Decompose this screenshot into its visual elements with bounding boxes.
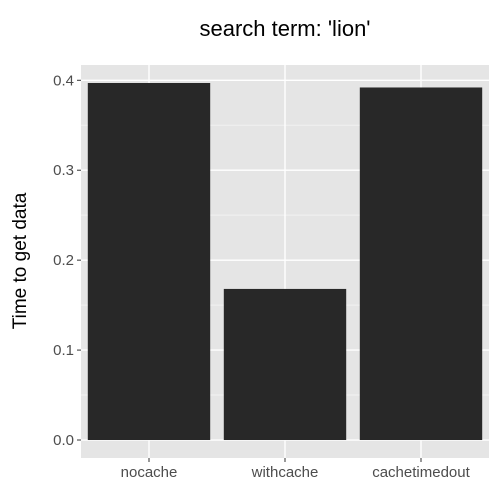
- y-tick-label: 0.2: [53, 252, 74, 269]
- y-tick-label: 0.1: [53, 342, 74, 359]
- x-tick-label-withcache: withcache: [251, 464, 319, 481]
- chart-title: search term: 'lion': [199, 16, 370, 41]
- y-tick-label: 0.0: [53, 432, 74, 449]
- x-axis-ticks: nocache withcache cachetimedout: [121, 458, 471, 481]
- bar-withcache: [223, 288, 347, 441]
- y-tick-label: 0.4: [53, 72, 74, 89]
- y-axis-title: Time to get data: [10, 192, 31, 329]
- y-tick-label: 0.3: [53, 162, 74, 179]
- y-axis-ticks: 0.0 0.1 0.2 0.3 0.4: [53, 72, 81, 449]
- x-tick-label-cachetimedout: cachetimedout: [372, 464, 470, 481]
- bar-cachetimedout: [359, 87, 483, 441]
- bars: [87, 82, 483, 441]
- x-tick-label-nocache: nocache: [121, 464, 178, 481]
- bar-nocache: [87, 82, 211, 441]
